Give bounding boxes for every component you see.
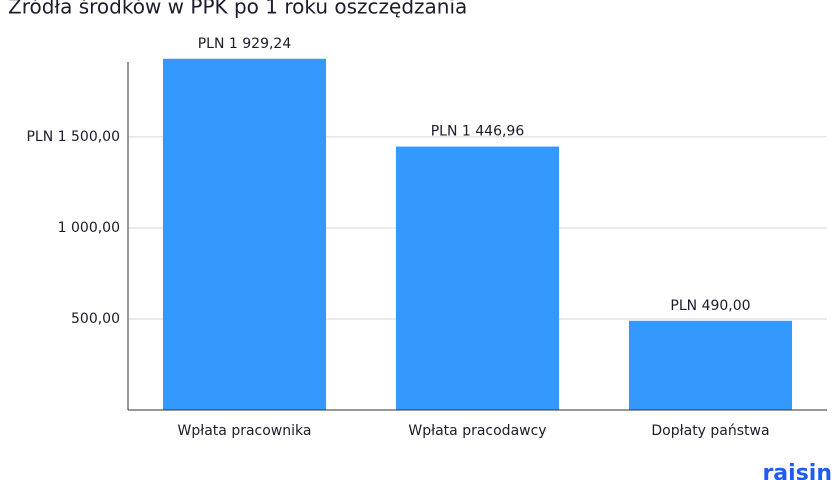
value-label: PLN 1 446,96 [431,124,525,140]
chart-title: Źródła środków w PPK po 1 roku oszczędza… [8,0,467,19]
logo: raisin [762,461,832,480]
bar [162,58,327,410]
bar [395,146,560,410]
x-tick-label: Wpłata pracownika [178,423,312,439]
x-tick-label: Dopłaty państwa [651,423,769,439]
value-label: PLN 1 929,24 [198,36,292,52]
value-label: PLN 490,00 [670,298,750,314]
y-tick-label: 500,00 [71,311,120,327]
x-tick-label: Wpłata pracodawcy [408,423,546,439]
y-tick-label: PLN 1 500,00 [26,129,120,145]
bar [628,320,793,410]
y-tick-label: 1 000,00 [58,220,120,236]
